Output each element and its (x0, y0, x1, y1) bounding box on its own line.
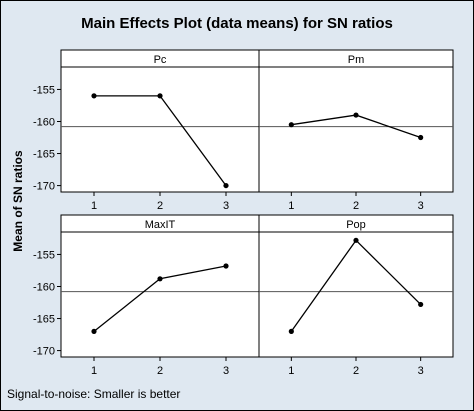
x-tick-label: 3 (223, 365, 229, 377)
panel-Pop (258, 214, 454, 358)
y-tick-label: -165 (33, 314, 55, 326)
y-tick-label: -160 (33, 281, 55, 293)
x-tick-label: 3 (418, 365, 424, 377)
x-tick-label: 1 (288, 365, 294, 377)
x-tick-label: 1 (288, 200, 294, 212)
data-point-MaxIT (157, 276, 163, 282)
data-point-Pop (353, 237, 359, 243)
panel-Pm (258, 49, 454, 193)
data-point-MaxIT (223, 263, 229, 269)
x-tick-label: 2 (353, 365, 359, 377)
data-point-Pm (288, 122, 294, 128)
panel-label-MaxIT: MaxIT (145, 219, 176, 231)
panel-label-Pop: Pop (346, 219, 366, 231)
chart-title: Main Effects Plot (data means) for SN ra… (81, 15, 393, 32)
panel-label-Pm: Pm (348, 54, 365, 66)
data-point-Pc (157, 93, 163, 99)
panel-MaxIT (60, 214, 260, 358)
y-tick-label: -170 (33, 181, 55, 193)
data-point-Pm (353, 112, 359, 118)
data-point-Pop (418, 301, 424, 308)
data-point-Pm (418, 134, 424, 141)
x-tick-label: 3 (223, 200, 229, 212)
panel-label-Pc: Pc (154, 54, 167, 66)
x-tick-label: 2 (157, 365, 163, 377)
y-tick-label: -160 (33, 116, 55, 128)
data-point-MaxIT (91, 328, 97, 334)
x-tick-label: 3 (418, 200, 424, 212)
y-tick-label: -155 (33, 84, 55, 96)
data-point-Pop (288, 328, 294, 334)
data-point-Pc (223, 182, 229, 189)
x-tick-label: 1 (91, 200, 97, 212)
footnote: Signal-to-noise: Smaller is better (7, 387, 181, 401)
y-tick-label: -170 (33, 346, 55, 358)
x-tick-label: 2 (157, 200, 163, 212)
y-tick-label: -165 (33, 149, 55, 161)
panel-Pc (60, 49, 260, 193)
data-point-Pc (91, 93, 97, 99)
x-tick-label: 2 (353, 200, 359, 212)
y-tick-label: -155 (33, 249, 55, 261)
x-tick-label: 1 (91, 365, 97, 377)
